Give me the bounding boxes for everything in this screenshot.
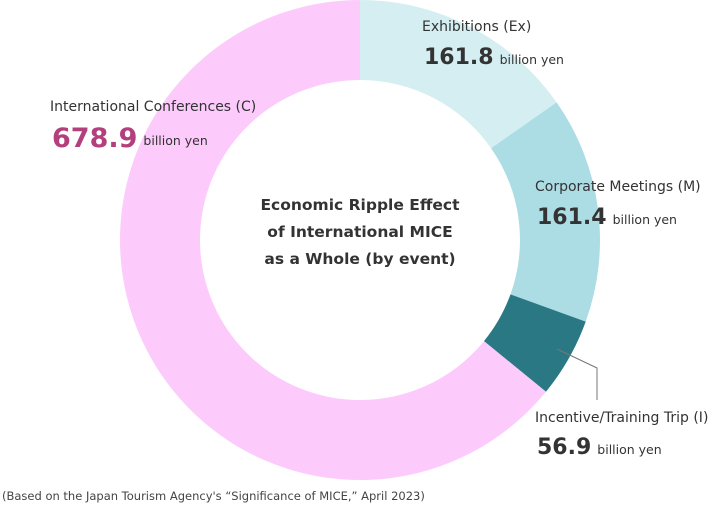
leader-line [556, 348, 598, 400]
unit: billion yen [500, 52, 564, 67]
unit: billion yen [613, 212, 677, 227]
segment-label: Corporate Meetings (M) [535, 179, 701, 195]
donut-segment [483, 294, 586, 392]
donut-segment [360, 0, 557, 149]
segment-label: International Conferences (C) [50, 99, 256, 115]
value: 678.9 [52, 123, 137, 154]
segment-label: Incentive/Training Trip (I) [535, 410, 708, 426]
value: 161.4 [537, 205, 607, 230]
value-label: 161.8 billion yen [424, 45, 564, 70]
value-label: 56.9 billion yen [537, 435, 662, 460]
chart-title: Economic Ripple Effect of International … [260, 196, 460, 268]
donut-segment [119, 0, 546, 480]
unit: billion yen [597, 442, 661, 457]
donut-segment [491, 102, 600, 322]
unit: billion yen [143, 133, 207, 148]
value-label: 161.4 billion yen [537, 205, 677, 230]
source-note: (Based on the Japan Tourism Agency's “Si… [2, 489, 425, 503]
segment-label: Exhibitions (Ex) [422, 19, 531, 35]
value: 161.8 [424, 45, 494, 70]
value-label: 678.9 billion yen [52, 123, 208, 154]
value: 56.9 [537, 435, 591, 460]
